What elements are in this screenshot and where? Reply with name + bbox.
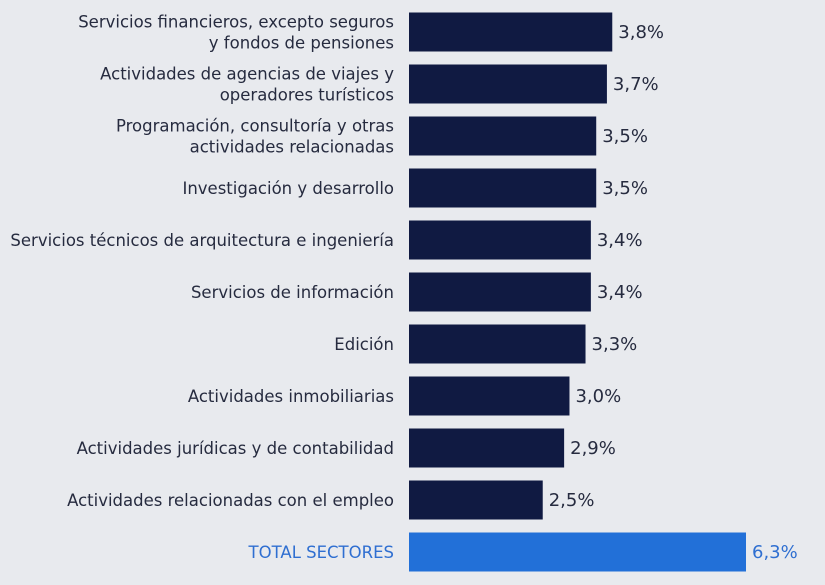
category-label-line: Programación, consultoría y otras — [116, 117, 394, 136]
value-label-0: 3,8% — [618, 22, 664, 43]
category-label-4: Servicios técnicos de arquitectura e ing… — [10, 231, 394, 250]
value-label-7: 3,0% — [575, 386, 621, 407]
category-label-line: Servicios de información — [191, 283, 394, 302]
bar-5 — [409, 272, 591, 312]
category-label-line: y fondos de pensiones — [209, 34, 394, 53]
bar-7 — [409, 376, 570, 416]
bar-6 — [409, 324, 586, 364]
category-label-7: Actividades inmobiliarias — [188, 387, 394, 406]
category-label-1: Actividades de agencias de viajes y opera… — [100, 65, 394, 105]
category-label-2: Programación, consultoría y otras activid… — [116, 117, 394, 157]
category-label-line: Actividades de agencias de viajes y — [100, 65, 394, 84]
category-label-line: actividades relacionadas — [190, 138, 394, 157]
category-label-line: Actividades relacionadas con el empleo — [67, 491, 394, 510]
value-label-4: 3,4% — [597, 230, 643, 251]
value-label-6: 3,3% — [592, 334, 638, 355]
value-label-3: 3,5% — [602, 178, 648, 199]
bar-3 — [409, 168, 597, 208]
category-label-total: TOTAL SECTORES — [248, 543, 394, 562]
bar-8 — [409, 428, 565, 468]
category-label-line: Servicios técnicos de arquitectura e ing… — [10, 231, 394, 250]
category-label-3: Investigación y desarrollo — [182, 179, 394, 198]
category-label-0: Servicios financieros, excepto seguros y … — [78, 13, 394, 53]
bar-0 — [409, 12, 613, 52]
bar-1 — [409, 64, 607, 104]
category-label-6: Edición — [334, 335, 394, 354]
bar-4 — [409, 220, 591, 260]
category-label-8: Actividades jurídicas y de contabilidad — [77, 439, 394, 458]
value-label-2: 3,5% — [602, 126, 648, 147]
category-label-9: Actividades relacionadas con el empleo — [67, 491, 394, 510]
category-label-line: operadores turísticos — [220, 86, 394, 105]
category-label-line: Servicios financieros, excepto seguros — [78, 13, 394, 32]
category-label-line: Edición — [334, 335, 394, 354]
category-label-line: Actividades inmobiliarias — [188, 387, 394, 406]
bar-2 — [409, 116, 597, 156]
category-label-line: Actividades jurídicas y de contabilidad — [77, 439, 394, 458]
category-label-line: TOTAL SECTORES — [248, 543, 394, 562]
value-label-5: 3,4% — [597, 282, 643, 303]
bar-total — [409, 532, 746, 572]
bar-9 — [409, 480, 543, 520]
value-label-1: 3,7% — [613, 74, 659, 95]
category-label-5: Servicios de información — [191, 283, 394, 302]
value-label-8: 2,9% — [570, 438, 616, 459]
value-label-9: 2,5% — [549, 490, 595, 511]
category-label-line: Investigación y desarrollo — [182, 179, 394, 198]
value-label-total: 6,3% — [752, 542, 798, 563]
